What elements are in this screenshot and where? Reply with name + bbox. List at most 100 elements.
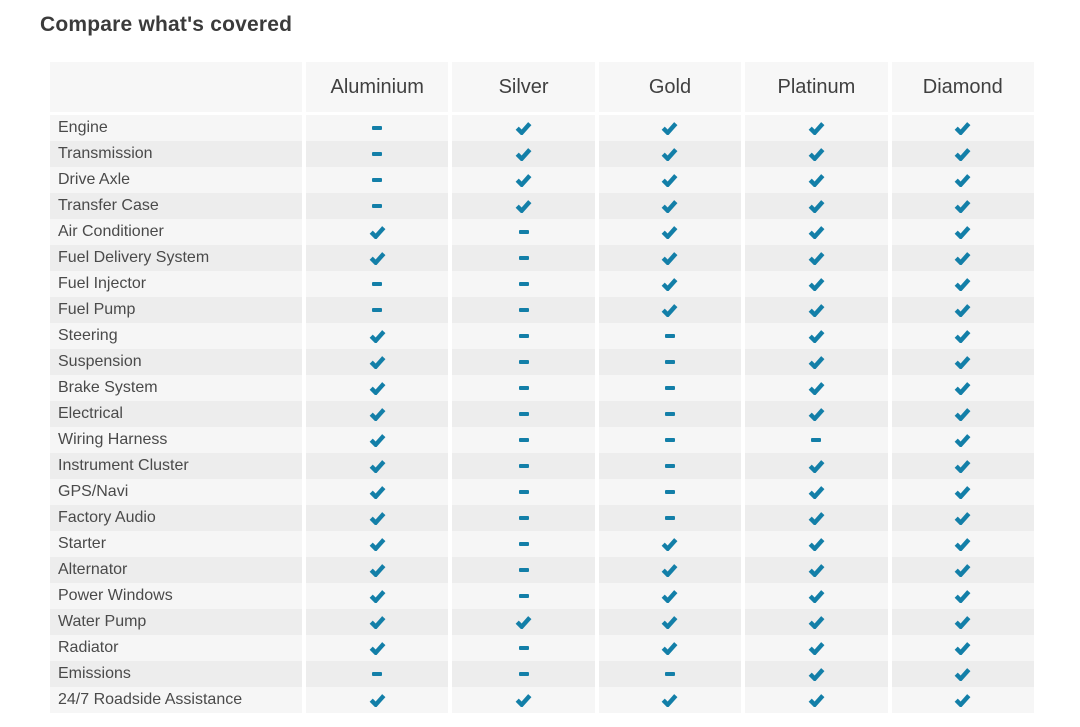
check-icon (954, 538, 971, 551)
check-icon (808, 694, 825, 707)
coverage-cell (306, 505, 449, 531)
check-icon (369, 512, 386, 525)
check-icon (662, 616, 678, 629)
column-header-blank (50, 62, 302, 112)
dash-icon (518, 386, 529, 390)
check-icon (954, 512, 971, 525)
coverage-cell (891, 297, 1034, 323)
table-row: Water Pump (50, 609, 1034, 635)
coverage-cell (745, 271, 888, 297)
column-header-gold: Gold (598, 62, 742, 112)
coverage-cell (452, 219, 595, 245)
coverage-cell (745, 583, 888, 609)
coverage-cell (306, 687, 449, 713)
coverage-cell (891, 609, 1034, 635)
table-row: GPS/Navi (50, 479, 1034, 505)
coverage-cell (745, 661, 888, 687)
check-icon (662, 174, 678, 187)
check-icon (369, 538, 386, 551)
table-row: Transmission (50, 141, 1034, 167)
check-icon (369, 252, 386, 265)
row-label: Electrical (50, 401, 302, 427)
check-icon (808, 486, 825, 499)
table-row: Factory Audio (50, 505, 1034, 531)
coverage-cell (598, 453, 742, 479)
dash-icon (518, 490, 529, 494)
check-icon (369, 434, 386, 447)
table-row: Starter (50, 531, 1034, 557)
check-icon (369, 382, 386, 395)
check-icon (954, 642, 971, 655)
dash-icon (372, 152, 383, 156)
row-label: Power Windows (50, 583, 302, 609)
check-icon (369, 226, 386, 239)
table-row: Air Conditioner (50, 219, 1034, 245)
check-icon (808, 330, 825, 343)
check-icon (954, 590, 971, 603)
check-icon (369, 642, 386, 655)
row-label: Emissions (50, 661, 302, 687)
coverage-cell (598, 375, 742, 401)
row-label: Water Pump (50, 609, 302, 635)
row-label: Fuel Pump (50, 297, 302, 323)
check-icon (808, 356, 825, 369)
dash-icon (518, 594, 529, 598)
coverage-cell (452, 271, 595, 297)
coverage-cell (598, 219, 742, 245)
coverage-cell (598, 297, 742, 323)
table-row: Engine (50, 115, 1034, 141)
coverage-cell (306, 115, 449, 141)
coverage-cell (598, 167, 742, 193)
table-row: Drive Axle (50, 167, 1034, 193)
check-icon (369, 356, 386, 369)
coverage-cell (598, 401, 742, 427)
check-icon (808, 512, 825, 525)
coverage-cell (452, 245, 595, 271)
coverage-cell (452, 453, 595, 479)
row-label: Alternator (50, 557, 302, 583)
dash-icon (811, 438, 822, 442)
check-icon (808, 590, 825, 603)
dash-icon (372, 282, 383, 286)
check-icon (954, 278, 971, 291)
check-icon (808, 122, 825, 135)
coverage-cell (891, 349, 1034, 375)
coverage-cell (891, 219, 1034, 245)
coverage-cell (891, 661, 1034, 687)
coverage-cell (306, 427, 449, 453)
coverage-cell (598, 141, 742, 167)
check-icon (954, 252, 971, 265)
check-icon (954, 356, 971, 369)
coverage-cell (891, 635, 1034, 661)
coverage-cell (745, 427, 888, 453)
coverage-cell (452, 349, 595, 375)
coverage-cell (745, 479, 888, 505)
coverage-cell (452, 115, 595, 141)
coverage-cell (452, 661, 595, 687)
check-icon (808, 226, 825, 239)
coverage-cell (891, 401, 1034, 427)
dash-icon (664, 672, 675, 676)
coverage-cell (598, 635, 742, 661)
row-label: Fuel Delivery System (50, 245, 302, 271)
coverage-cell (598, 271, 742, 297)
row-label: 24/7 Roadside Assistance (50, 687, 302, 713)
coverage-cell (306, 219, 449, 245)
check-icon (808, 174, 825, 187)
coverage-cell (452, 635, 595, 661)
check-icon (954, 330, 971, 343)
check-icon (369, 694, 386, 707)
coverage-cell (745, 687, 888, 713)
check-icon (369, 564, 386, 577)
dash-icon (372, 308, 383, 312)
coverage-cell (745, 323, 888, 349)
coverage-cell (598, 479, 742, 505)
check-icon (808, 148, 825, 161)
coverage-cell (598, 323, 742, 349)
coverage-cell (745, 141, 888, 167)
dash-icon (664, 386, 675, 390)
check-icon (662, 564, 678, 577)
coverage-cell (745, 167, 888, 193)
check-icon (515, 148, 532, 161)
check-icon (808, 538, 825, 551)
